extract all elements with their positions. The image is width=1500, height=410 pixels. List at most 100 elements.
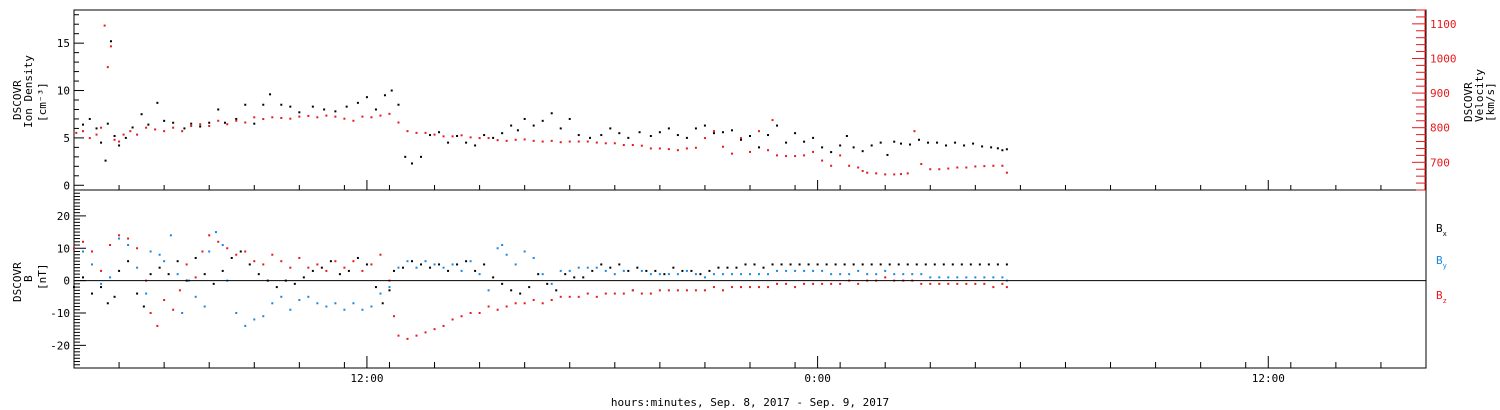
by-point: [875, 273, 878, 276]
velocity-point: [289, 117, 292, 120]
top-right-tick-label: 700: [1430, 156, 1450, 169]
velocity-point: [541, 140, 544, 143]
bx-point: [708, 269, 711, 272]
bx-point: [591, 269, 594, 272]
velocity-point: [532, 139, 535, 142]
bx-point: [546, 282, 549, 285]
by-point: [194, 295, 197, 298]
velocity-point: [397, 121, 400, 124]
by-point: [541, 273, 544, 276]
density-point: [118, 144, 121, 147]
bz-point: [280, 260, 283, 263]
by-point: [100, 282, 103, 285]
density-point: [106, 122, 109, 125]
by-point: [721, 273, 724, 276]
bottom-left-tick-label: -10: [50, 307, 70, 320]
by-point: [244, 324, 247, 327]
bx-point: [194, 256, 197, 259]
by-point: [388, 286, 391, 289]
by-point: [568, 269, 571, 272]
top-right-tick-label: 1000: [1430, 52, 1457, 65]
bx-point: [73, 286, 75, 289]
density-point: [559, 127, 562, 130]
density-point: [483, 134, 486, 137]
bx-point: [699, 273, 702, 276]
velocity-point: [95, 133, 98, 136]
bx-point: [969, 263, 972, 266]
by-point: [559, 269, 562, 272]
bx-point: [82, 276, 85, 279]
bx-point: [356, 256, 359, 259]
density-point: [541, 119, 544, 122]
density-point: [899, 142, 902, 145]
by-point: [649, 273, 652, 276]
bx-point: [474, 269, 477, 272]
by-point: [433, 263, 436, 266]
bz-point: [469, 311, 472, 314]
velocity-point: [1005, 171, 1008, 174]
velocity-point: [343, 117, 346, 120]
velocity-point: [451, 135, 454, 138]
bx-point: [834, 263, 837, 266]
by-point: [424, 260, 427, 263]
density-point: [861, 150, 864, 153]
density-point: [131, 126, 134, 129]
density-point: [163, 119, 166, 122]
by-point: [501, 244, 504, 247]
velocity-point: [487, 137, 490, 140]
bx-point: [501, 282, 504, 285]
bx-point: [618, 263, 621, 266]
bx-point: [915, 263, 918, 266]
density-point: [262, 103, 265, 106]
by-point: [158, 253, 161, 256]
bx-point: [744, 263, 747, 266]
density-point: [730, 129, 733, 132]
density-point: [945, 144, 948, 147]
density-point: [298, 111, 301, 114]
density-point: [996, 147, 999, 150]
bz-point: [884, 276, 887, 279]
by-point: [848, 273, 851, 276]
bz-point: [568, 295, 571, 298]
bz-point: [325, 269, 328, 272]
bx-point: [663, 273, 666, 276]
bx-point: [257, 273, 260, 276]
bx-point: [537, 273, 540, 276]
density-point: [981, 145, 984, 148]
density-point: [523, 117, 526, 120]
bz-point: [640, 292, 643, 295]
by-point: [325, 305, 328, 308]
velocity-point: [280, 117, 283, 119]
bz-point: [595, 295, 598, 298]
density-point: [199, 125, 202, 128]
bz-point: [794, 286, 797, 289]
density-point: [785, 141, 788, 144]
bottom-ylabel-line-1: DSCOVR: [11, 262, 24, 302]
velocity-point: [181, 130, 184, 133]
top-ylabel-right-line-1: DSCOVR: [1462, 82, 1475, 122]
by-point: [523, 250, 526, 253]
by-point: [1001, 276, 1004, 279]
density-point: [963, 144, 966, 147]
velocity-point: [424, 131, 427, 134]
by-point: [821, 269, 824, 272]
bx-point: [627, 269, 630, 272]
velocity-point: [893, 173, 896, 176]
bz-point: [658, 289, 661, 292]
velocity-point: [415, 131, 418, 134]
bz-point: [163, 299, 166, 302]
density-point: [954, 141, 957, 144]
bx-point: [230, 256, 233, 259]
velocity-point: [334, 115, 337, 118]
bz-point: [235, 253, 238, 256]
by-point: [640, 269, 643, 272]
bottom-panel-ticks: -20 -10 0 10 20: [50, 189, 86, 369]
density-point: [649, 135, 652, 137]
by-point: [902, 273, 905, 276]
bz-point: [839, 282, 842, 285]
density-point: [474, 144, 477, 147]
density-point: [510, 124, 513, 127]
velocity-point: [307, 114, 310, 117]
bz-point: [739, 286, 742, 289]
